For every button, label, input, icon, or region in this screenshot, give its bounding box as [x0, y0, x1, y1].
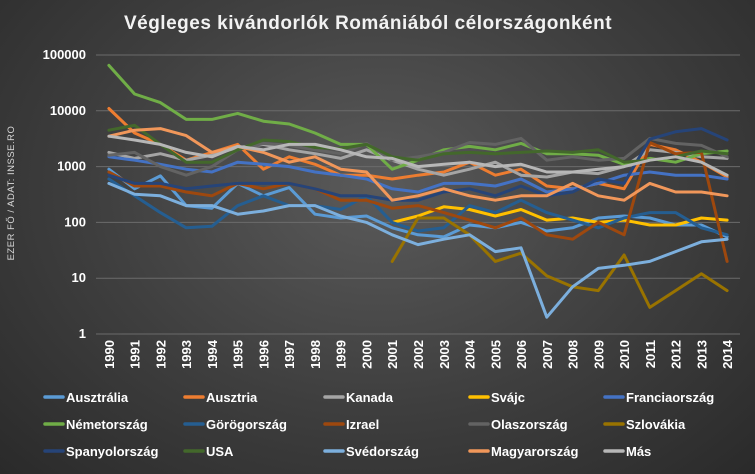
legend: Ausztrália Ausztria Kanada Svájc Franciaorsz… [43, 390, 714, 459]
x-tick-label: 2004 [463, 339, 478, 369]
legend-item: Izrael [323, 417, 379, 432]
legend-label: Svédország [346, 444, 419, 459]
legend-label: Görögország [206, 417, 287, 432]
series-path [107, 141, 729, 263]
legend-label: Szlovákia [626, 417, 686, 432]
x-tick-label: 2003 [437, 340, 452, 369]
x-tick-label: 2001 [385, 340, 400, 369]
x-tick-label: 2013 [694, 340, 709, 369]
legend-item: Magyarország [468, 444, 578, 459]
x-tick-label: 2006 [514, 340, 529, 369]
series-path [107, 127, 729, 202]
legend-label: Magyarország [491, 444, 578, 459]
legend-item: Olaszország [468, 417, 568, 432]
chart-title: Végleges kivándorlók Romániából célorszá… [124, 13, 612, 34]
series-line [107, 136, 729, 177]
x-tick-label: 2014 [720, 339, 735, 369]
x-tick-label: 1998 [308, 340, 323, 369]
series-line [107, 127, 729, 202]
legend-item: Görögország [183, 417, 287, 432]
legend-item: Kanada [323, 390, 394, 405]
legend-label: Kanada [346, 390, 394, 405]
series-path [107, 155, 729, 194]
x-tick-label: 2005 [488, 340, 503, 369]
x-tick-label: 1995 [231, 340, 246, 369]
legend-label: Más [626, 444, 651, 459]
series-layer [107, 63, 729, 319]
y-tick-label: 10 [72, 270, 86, 285]
series-path [390, 216, 729, 309]
x-tick-label: 1992 [153, 340, 168, 369]
legend-item: Németország [43, 417, 148, 432]
y-tick-label: 1 [79, 326, 86, 341]
legend-item: Szlovákia [603, 417, 686, 432]
legend-label: USA [206, 444, 234, 459]
series-line [107, 141, 729, 263]
legend-item: Svédország [323, 444, 419, 459]
legend-item: Franciaország [603, 390, 714, 405]
grid-layer [96, 54, 740, 335]
x-tick-label: 1999 [334, 340, 349, 369]
legend-item: Más [603, 444, 651, 459]
series-line [107, 123, 729, 164]
legend-label: Izrael [346, 417, 379, 432]
x-tick-labels: 1990 1991 1992 1993 1994 1995 1996 1997 1998 1999… [102, 339, 735, 369]
legend-label: Ausztria [206, 390, 258, 405]
legend-item: Spanyolország [43, 444, 159, 459]
series-line [390, 205, 729, 227]
series-path [107, 127, 729, 202]
x-tick-label: 2009 [591, 340, 606, 369]
y-axis-label: EZER FŐ / ADAT: INSSE.RO [6, 126, 17, 261]
x-tick-label: 1996 [256, 340, 271, 369]
series-line [107, 134, 729, 177]
x-tick-label: 2000 [359, 340, 374, 369]
legend-label: Ausztrália [66, 390, 129, 405]
series-line [107, 127, 729, 202]
y-tick-label: 100 [64, 214, 86, 229]
y-tick-label: 100000 [43, 47, 86, 62]
series-line [107, 155, 729, 194]
legend-label: Spanyolország [66, 444, 159, 459]
series-path [390, 205, 729, 227]
legend-label: Olaszország [491, 417, 568, 432]
x-tick-label: 1991 [128, 340, 143, 369]
legend-item: Svájc [468, 390, 525, 405]
series-path [107, 181, 729, 319]
y-tick-label: 1000 [57, 159, 86, 174]
legend-item: Ausztrália [43, 390, 129, 405]
series-path [107, 123, 729, 164]
y-tick-labels: 1 10 100 1000 10000 100000 [43, 47, 86, 341]
legend-item: USA [183, 444, 234, 459]
series-path [107, 136, 729, 177]
legend-label: Svájc [491, 390, 525, 405]
legend-label: Franciaország [626, 390, 714, 405]
y-tick-label: 10000 [50, 103, 86, 118]
x-tick-label: 2002 [411, 340, 426, 369]
x-tick-label: 1997 [282, 340, 297, 369]
series-path [107, 134, 729, 177]
series-line [107, 181, 729, 319]
x-tick-label: 1994 [205, 339, 220, 369]
series-path [107, 177, 729, 237]
series-line [107, 177, 729, 237]
legend-label: Németország [66, 417, 148, 432]
x-tick-label: 1993 [179, 340, 194, 369]
x-tick-label: 2007 [540, 340, 555, 369]
x-tick-label: 1990 [102, 340, 117, 369]
series-line [390, 216, 729, 309]
x-tick-label: 2012 [669, 340, 684, 369]
series-path [107, 167, 729, 239]
series-line [107, 167, 729, 239]
x-tick-label: 2008 [566, 340, 581, 369]
x-tick-label: 2011 [643, 340, 658, 368]
legend-item: Ausztria [183, 390, 258, 405]
x-tick-label: 2010 [617, 340, 632, 369]
